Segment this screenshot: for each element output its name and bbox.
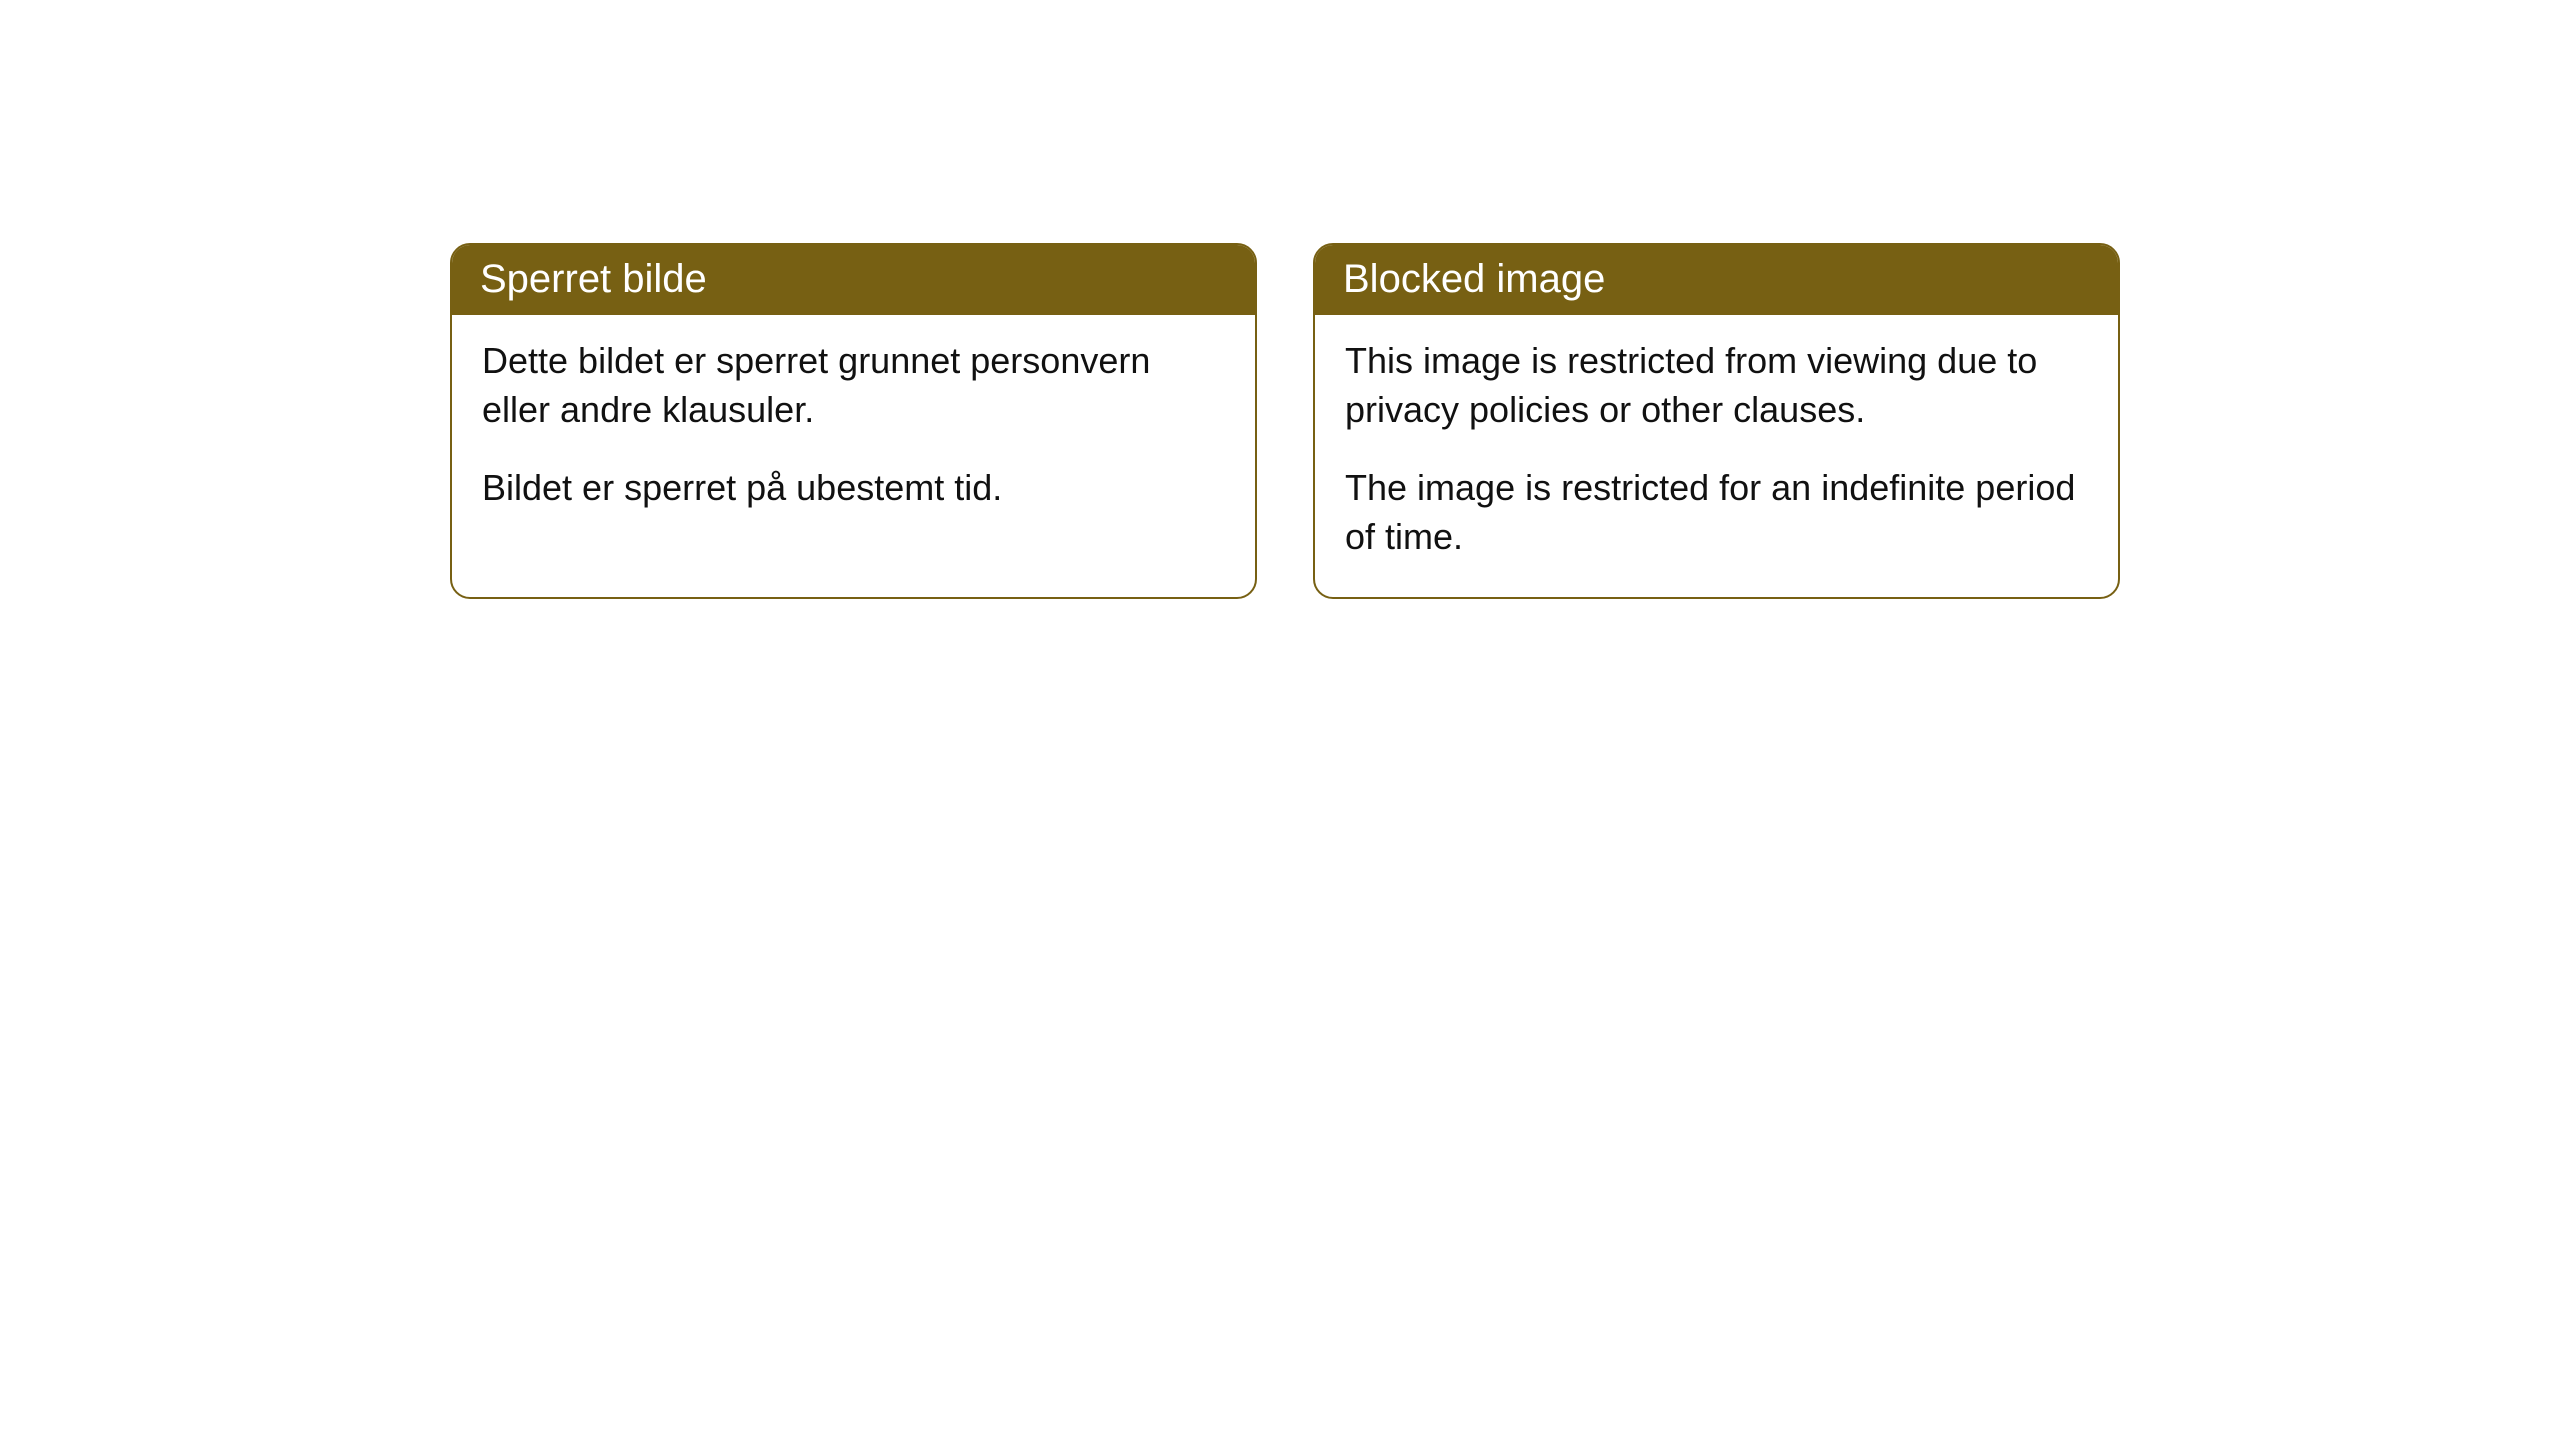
- notice-card-norwegian: Sperret bilde Dette bildet er sperret gr…: [450, 243, 1257, 599]
- notice-container: Sperret bilde Dette bildet er sperret gr…: [0, 0, 2560, 599]
- notice-text-line-2: Bildet er sperret på ubestemt tid.: [482, 464, 1225, 513]
- card-body: Dette bildet er sperret grunnet personve…: [452, 315, 1255, 549]
- notice-text-line-1: Dette bildet er sperret grunnet personve…: [482, 337, 1225, 434]
- notice-card-english: Blocked image This image is restricted f…: [1313, 243, 2120, 599]
- notice-text-line-1: This image is restricted from viewing du…: [1345, 337, 2088, 434]
- card-header: Blocked image: [1315, 245, 2118, 315]
- card-body: This image is restricted from viewing du…: [1315, 315, 2118, 597]
- card-header: Sperret bilde: [452, 245, 1255, 315]
- notice-text-line-2: The image is restricted for an indefinit…: [1345, 464, 2088, 561]
